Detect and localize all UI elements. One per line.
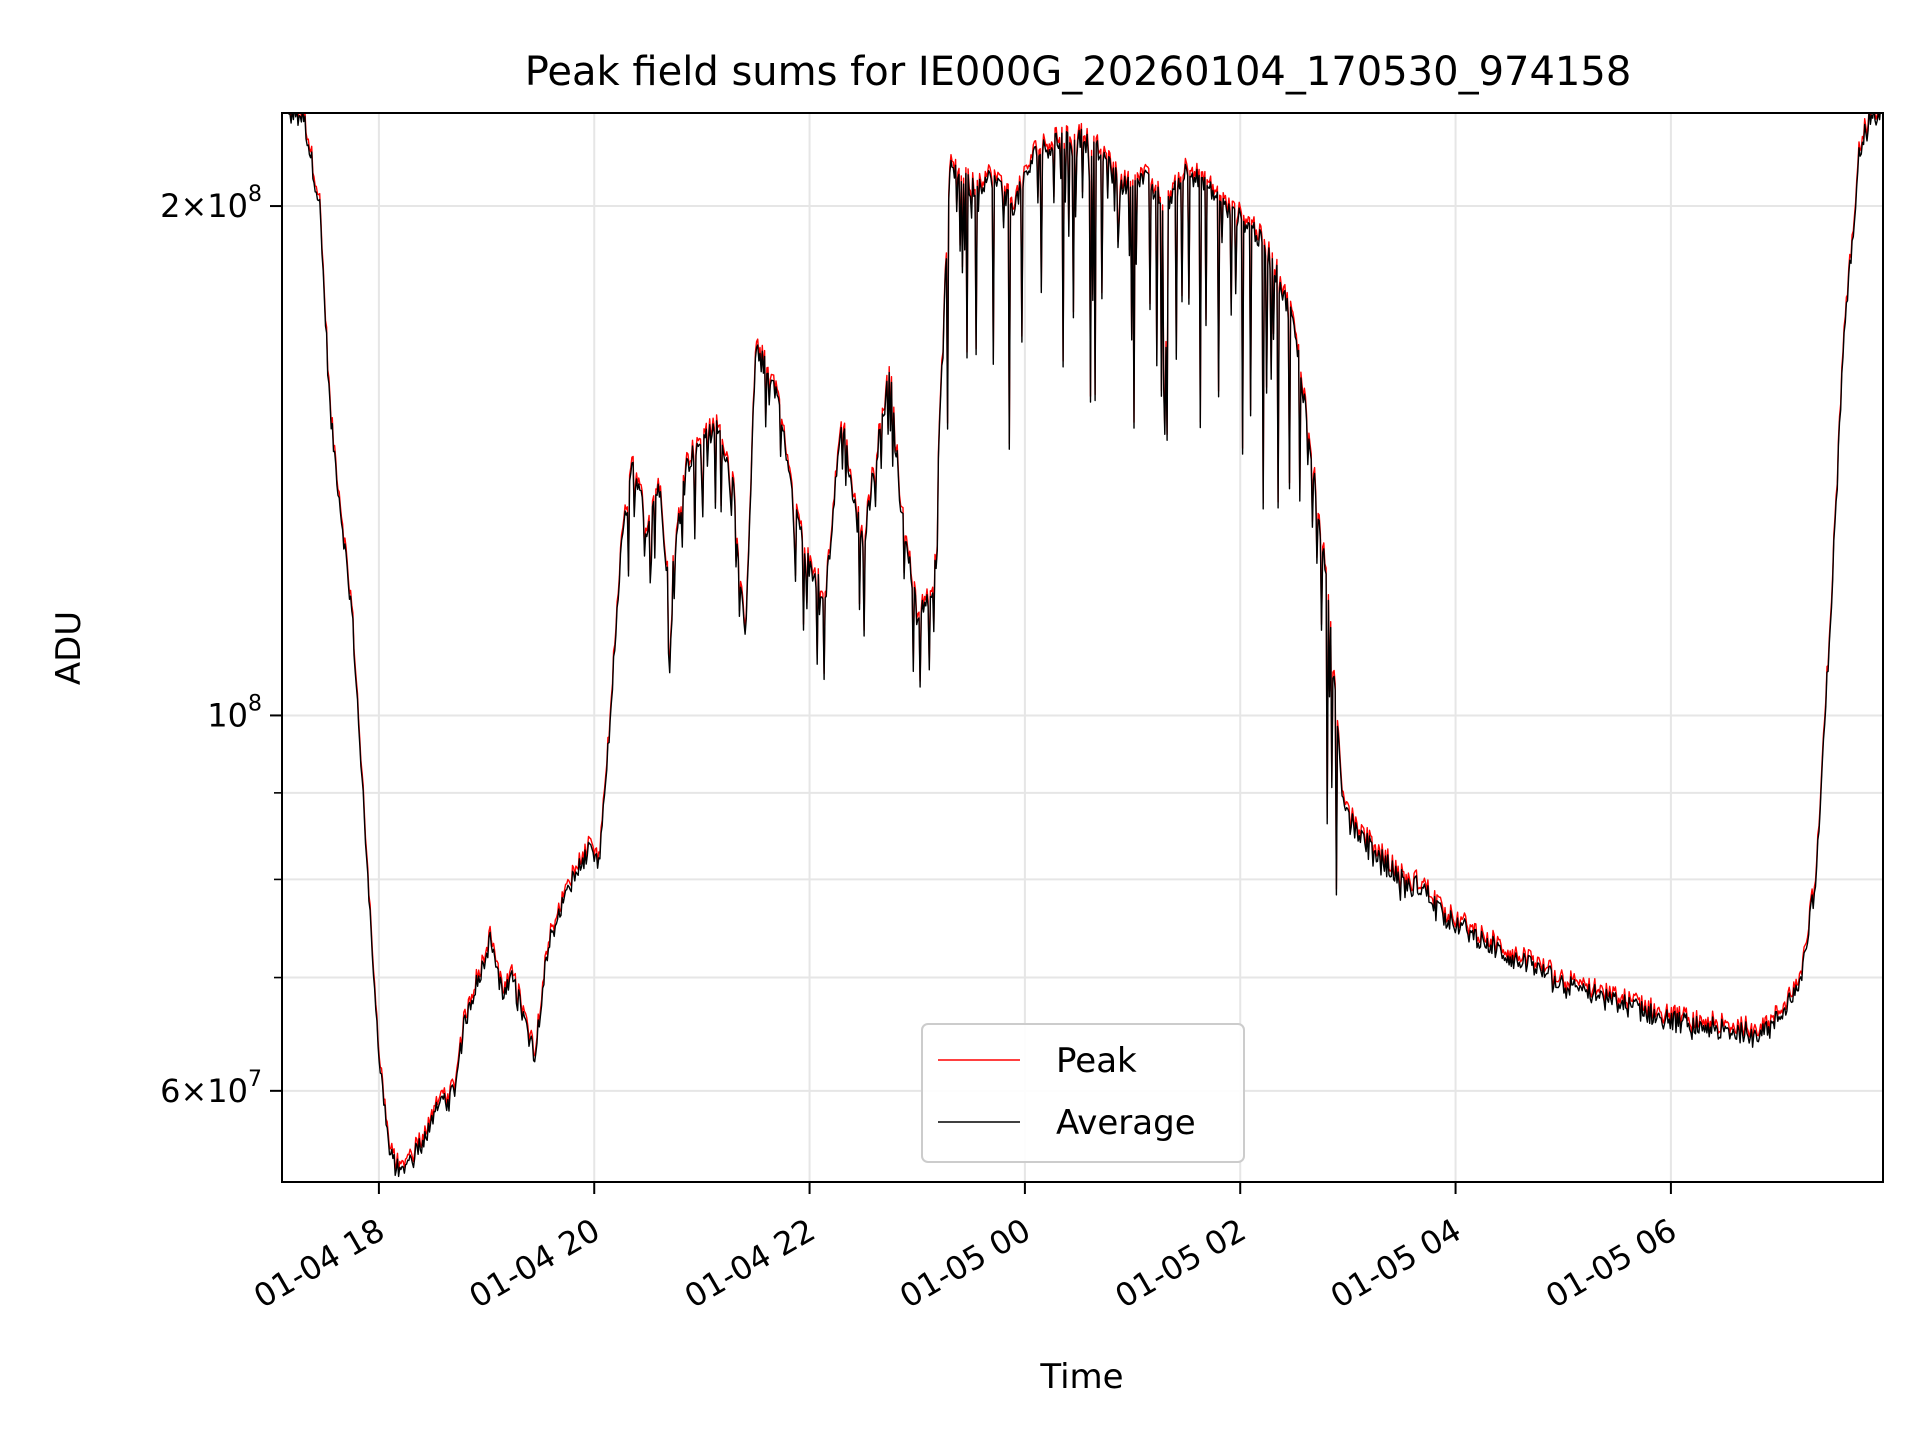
chart-title: Peak field sums for IE000G_20260104_1705… bbox=[525, 49, 1632, 95]
y-axis-ticks: 6×107 108 2×108 bbox=[160, 182, 282, 1110]
average-series-line bbox=[282, 113, 1881, 1178]
y-tick-label: 6×107 bbox=[160, 1067, 262, 1110]
plot-frame bbox=[281, 112, 1884, 1183]
legend-average-label: Average bbox=[1056, 1103, 1196, 1143]
y-tick-label: 108 bbox=[207, 691, 262, 734]
legend-box bbox=[921, 1023, 1245, 1163]
y-tick-label: 2×108 bbox=[160, 182, 262, 225]
x-axis-label: Time bbox=[1039, 1357, 1123, 1397]
y-axis-label: ADU bbox=[49, 611, 89, 685]
legend: Peak Average bbox=[921, 1023, 1245, 1163]
legend-peak-label: Peak bbox=[1056, 1041, 1137, 1081]
